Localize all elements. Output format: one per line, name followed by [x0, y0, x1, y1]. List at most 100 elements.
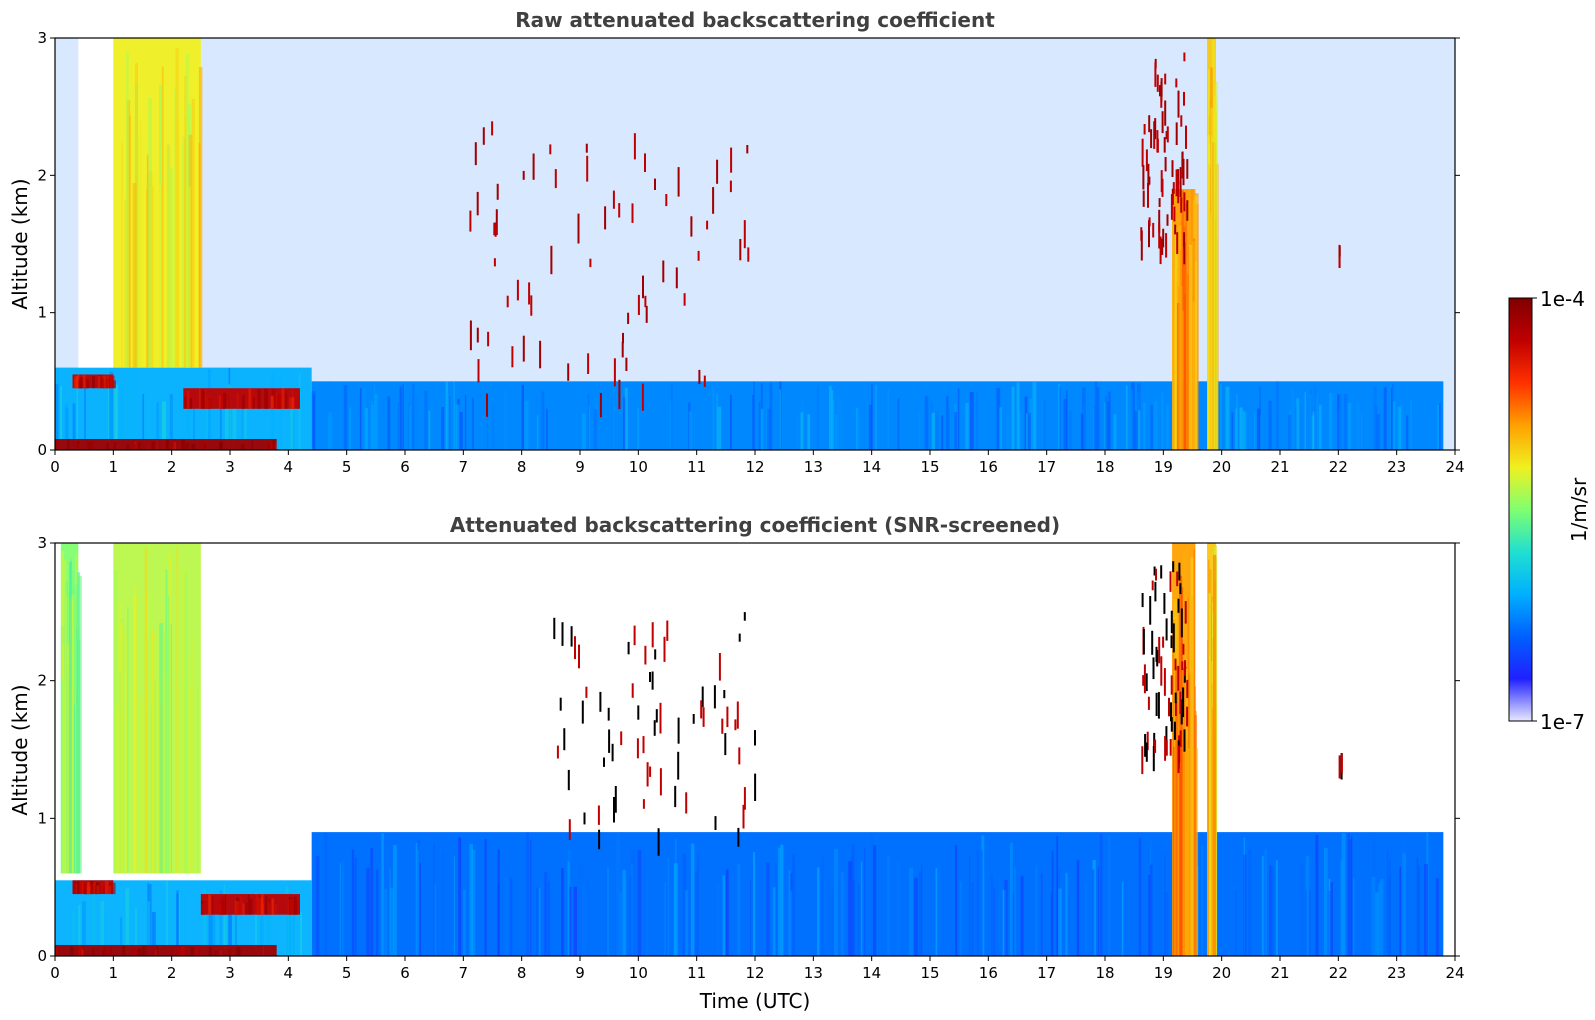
colorbar-unit-label: 1/m/sr	[1567, 477, 1591, 542]
panel-raw-feature-strong_layer	[183, 388, 300, 409]
panel-screened-feature-fog_column	[1207, 543, 1218, 956]
panel-raw-x-tick-label: 10	[629, 458, 648, 476]
panel-raw-x-tick-label: 23	[1387, 458, 1406, 476]
panel-screened-x-tick-label: 3	[225, 964, 235, 982]
panel-screened-y-tick-label: 0	[37, 947, 47, 965]
panel-screened-x-tick-label: 23	[1387, 964, 1406, 982]
panel-screened-heatmap	[55, 543, 1455, 956]
panel-screened-x-tick-label: 0	[50, 964, 60, 982]
panel-screened-x-tick-label: 12	[745, 964, 764, 982]
panel-raw-x-tick-label: 20	[1212, 458, 1231, 476]
panel-screened-x-tick-label: 14	[862, 964, 881, 982]
panel-screened-y-tick-label: 2	[37, 672, 47, 690]
panel-screened-y-tick-label: 3	[37, 534, 47, 552]
panel-raw-feature-strong_layer	[72, 374, 116, 389]
panel-screened-x-ticks: 0 1 2 3 4 5 6 7 8 9 10 11 12 13 14 15 16 17 18 19 20 21 22 23 24	[50, 956, 1465, 982]
panel-screened-y-ticks: 0 1 2 3	[37, 534, 1460, 965]
panel-screened-x-tick-label: 20	[1212, 964, 1231, 982]
panel-screened-x-tick-label: 11	[687, 964, 706, 982]
panel-screened-x-tick-label: 7	[459, 964, 469, 982]
panel-screened-feature-aerosol_layer	[55, 880, 312, 956]
panel-raw-feature-strong_layer	[55, 439, 277, 450]
panel-raw-heatmap	[55, 38, 1455, 450]
panel-raw-x-tick-label: 17	[1037, 458, 1056, 476]
panel-screened-x-tick-label: 15	[920, 964, 939, 982]
panel-raw-feature-fog_column	[1172, 189, 1199, 450]
panel-screened-x-tick-label: 24	[1445, 964, 1464, 982]
panel-screened-x-tick-label: 17	[1037, 964, 1056, 982]
panel-screened-x-label: Time (UTC)	[699, 989, 811, 1013]
panel-screened-x-tick-label: 19	[1154, 964, 1173, 982]
colorbar-max-label: 1e-4	[1540, 287, 1585, 311]
colorbar: 1e-4 1e-7 1/m/sr	[1508, 287, 1591, 734]
panel-raw-x-tick-label: 3	[225, 458, 235, 476]
panel-raw-x-tick-label: 19	[1154, 458, 1173, 476]
panel-raw-feature-rain_column	[113, 38, 203, 368]
panel-raw-y-tick-label: 2	[37, 166, 47, 184]
panel-screened: Attenuated backscattering coefficient (S…	[8, 513, 1465, 1013]
panel-screened-x-tick-label: 10	[629, 964, 648, 982]
panel-raw-x-tick-label: 16	[979, 458, 998, 476]
panel-raw-x-tick-label: 2	[167, 458, 177, 476]
panel-raw-x-tick-label: 14	[862, 458, 881, 476]
panel-screened-x-tick-label: 1	[109, 964, 119, 982]
panel-raw-x-tick-label: 1	[109, 458, 119, 476]
panel-screened-feature-rain_column	[113, 543, 201, 874]
panel-screened-x-tick-label: 8	[517, 964, 527, 982]
panel-raw-x-tick-label: 21	[1270, 458, 1289, 476]
panel-raw-y-tick-label: 3	[37, 29, 47, 47]
panel-raw-y-tick-label: 1	[37, 304, 47, 322]
panel-raw-x-tick-label: 6	[400, 458, 410, 476]
panel-screened-x-tick-label: 21	[1270, 964, 1289, 982]
panel-raw-feature-cloud_point	[1338, 244, 1341, 268]
panel-raw-x-tick-label: 4	[284, 458, 294, 476]
panel-screened-feature-rain_column	[60, 543, 82, 874]
panel-raw-x-tick-label: 8	[517, 458, 527, 476]
panel-screened-x-tick-label: 13	[804, 964, 823, 982]
panel-raw-y-label: Altitude (km)	[8, 178, 32, 309]
panel-raw: Raw attenuated backscattering coefficien…	[8, 8, 1465, 476]
panel-screened-feature-strong_layer	[72, 880, 116, 895]
panel-raw-y-ticks: 0 1 2 3	[37, 29, 1460, 459]
panel-raw-x-tick-label: 9	[575, 458, 585, 476]
panel-screened-feature-strong_layer	[200, 894, 300, 915]
panel-screened-feature-fog_column	[1172, 543, 1199, 956]
panel-screened-title: Attenuated backscattering coefficient (S…	[450, 513, 1060, 537]
panel-raw-feature-surface_layer	[311, 381, 1444, 450]
panel-screened-feature-strong_layer	[55, 944, 277, 956]
panel-raw-x-tick-label: 24	[1445, 458, 1464, 476]
panel-raw-x-tick-label: 0	[50, 458, 60, 476]
panel-raw-x-tick-label: 13	[804, 458, 823, 476]
panel-raw-x-tick-label: 22	[1329, 458, 1348, 476]
panel-raw-feature-cloud_points	[1140, 52, 1189, 265]
panel-screened-x-tick-label: 16	[979, 964, 998, 982]
panel-screened-x-tick-label: 5	[342, 964, 352, 982]
panel-screened-x-tick-label: 6	[400, 964, 410, 982]
panel-raw-feature-clear_column	[78, 38, 114, 368]
panel-raw-x-ticks: 0 1 2 3 4 5 6 7 8 9 10 11 12 13 14 15 16 17 18 19 20 21 22 23 24	[50, 450, 1465, 476]
panel-screened-x-tick-label: 22	[1329, 964, 1348, 982]
panel-screened-x-tick-label: 2	[167, 964, 177, 982]
panel-screened-feature-cloud_point	[1338, 753, 1343, 780]
colorbar-bar	[1508, 297, 1533, 722]
panel-screened-y-tick-label: 1	[37, 809, 47, 827]
panel-raw-x-tick-label: 15	[920, 458, 939, 476]
panel-raw-x-tick-label: 11	[687, 458, 706, 476]
panel-raw-x-tick-label: 18	[1095, 458, 1114, 476]
panel-raw-x-tick-label: 7	[459, 458, 469, 476]
panel-screened-feature-cloud_points	[1141, 561, 1189, 775]
panel-raw-feature-cloud_points	[469, 121, 750, 418]
panel-raw-y-tick-label: 0	[37, 441, 47, 459]
panel-raw-feature-fog_column	[1207, 38, 1219, 450]
panel-screened-feature-cloud_points	[553, 612, 757, 856]
panel-screened-x-tick-label: 18	[1095, 964, 1114, 982]
panel-raw-x-tick-label: 5	[342, 458, 352, 476]
panel-raw-title: Raw attenuated backscattering coefficien…	[515, 8, 995, 32]
panel-screened-feature-surface_layer	[311, 832, 1444, 956]
colorbar-min-label: 1e-7	[1540, 710, 1585, 734]
panel-raw-x-tick-label: 12	[745, 458, 764, 476]
panel-screened-y-label: Altitude (km)	[8, 684, 32, 815]
panel-screened-x-tick-label: 9	[575, 964, 585, 982]
panel-screened-x-tick-label: 4	[284, 964, 294, 982]
